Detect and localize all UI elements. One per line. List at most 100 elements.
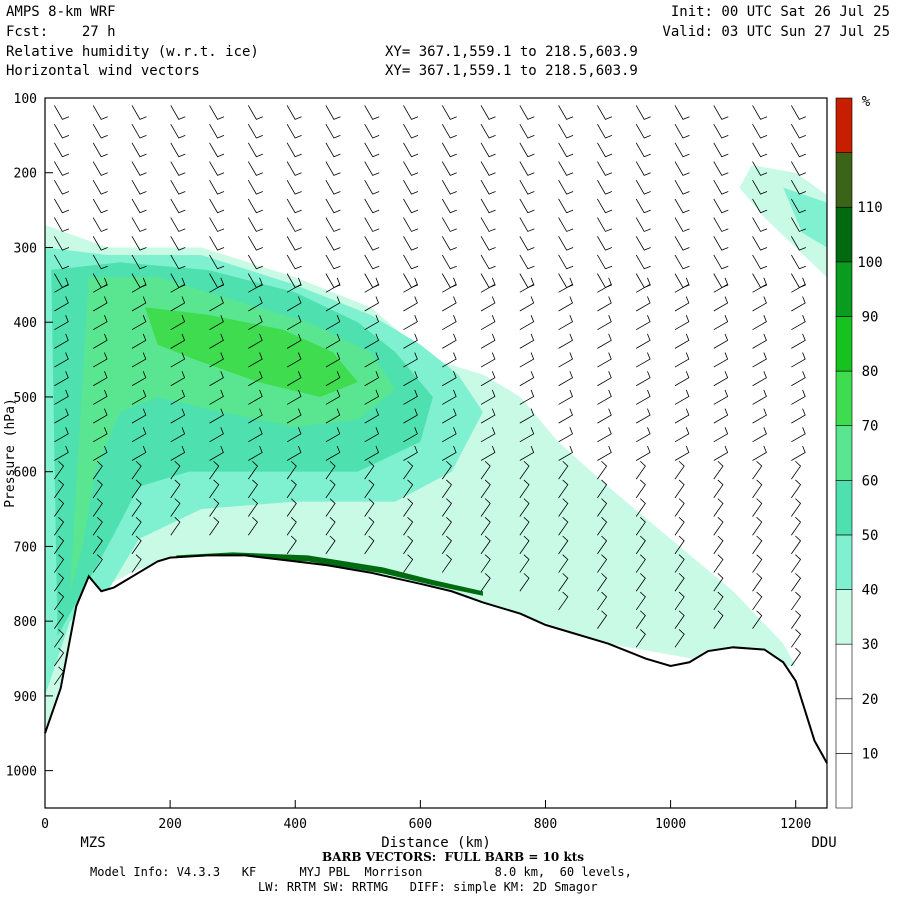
wind-barb xyxy=(791,517,802,536)
wind-barb xyxy=(791,277,806,293)
wind-barb xyxy=(364,236,380,251)
wind-barb xyxy=(92,535,103,555)
wind-barb xyxy=(403,408,418,424)
wind-barb xyxy=(209,142,225,158)
wind-barb xyxy=(286,535,297,555)
wind-barb xyxy=(558,591,569,611)
wind-barb xyxy=(597,352,612,368)
wind-barb xyxy=(713,277,729,293)
wind-barb xyxy=(674,554,685,573)
wind-barb xyxy=(791,389,806,405)
wind-barb xyxy=(442,427,457,443)
wind-barb xyxy=(752,535,763,555)
wind-barb xyxy=(170,498,181,517)
wind-barb xyxy=(54,236,70,251)
wind-barb xyxy=(209,333,224,349)
wind-barb xyxy=(209,408,224,424)
rh-band-40-upper xyxy=(783,187,827,248)
wind-barb xyxy=(674,198,690,214)
wind-barb xyxy=(54,408,69,424)
wind-barb xyxy=(54,254,70,270)
wind-barb xyxy=(54,333,69,349)
wind-barb xyxy=(442,333,457,349)
y-tick-label: 600 xyxy=(14,466,37,481)
wind-barb xyxy=(248,445,263,461)
wind-barb xyxy=(247,479,259,499)
wind-barb xyxy=(558,408,573,424)
wind-barb xyxy=(674,389,690,405)
wind-barb xyxy=(480,277,496,293)
wind-barb xyxy=(131,333,147,349)
wind-barb xyxy=(131,498,142,517)
wind-barb xyxy=(752,333,767,349)
wind-barb xyxy=(54,554,65,573)
colorbar-label: 50 xyxy=(862,528,879,544)
wind-barb xyxy=(597,554,608,573)
wind-barb xyxy=(441,180,457,195)
wind-barb xyxy=(209,236,225,251)
wind-barb xyxy=(519,180,535,195)
wind-barb xyxy=(791,629,802,648)
wind-barb xyxy=(480,498,491,517)
wind-barb xyxy=(248,296,263,312)
wind-barb xyxy=(286,105,302,120)
wind-barb xyxy=(54,610,65,629)
colorbar-bin xyxy=(835,261,853,317)
y-tick-label: 300 xyxy=(14,241,37,256)
wind-barb xyxy=(597,573,608,592)
wind-barb xyxy=(403,445,418,461)
wind-barb xyxy=(674,217,690,232)
wind-barb xyxy=(325,352,341,368)
wind-barb xyxy=(170,217,186,232)
wind-barb xyxy=(364,535,375,555)
wind-barb xyxy=(403,254,419,270)
wind-barb xyxy=(403,460,414,480)
wind-barb xyxy=(403,535,414,555)
wind-barb xyxy=(791,315,806,331)
wind-barb xyxy=(480,180,496,195)
wind-barb xyxy=(558,180,574,195)
wind-barb xyxy=(558,554,569,573)
wind-barb xyxy=(635,498,646,517)
wind-barb xyxy=(558,333,573,349)
wind-barb xyxy=(791,333,806,349)
wind-barb xyxy=(403,517,414,536)
wind-barb xyxy=(170,296,186,312)
wind-barb xyxy=(131,517,142,536)
wind-barb xyxy=(325,535,336,555)
wind-barb xyxy=(519,517,530,536)
wind-barb xyxy=(713,408,729,424)
wind-barb xyxy=(247,460,259,480)
colorbar-bin xyxy=(835,152,853,208)
wind-barb xyxy=(713,460,724,480)
wind-barb xyxy=(364,498,375,517)
wind-barb xyxy=(442,296,457,312)
wind-barb xyxy=(286,517,297,536)
wind-barb xyxy=(247,180,263,195)
wind-barb xyxy=(131,352,147,368)
wind-barb xyxy=(286,180,302,195)
wind-barb xyxy=(364,142,380,158)
wind-barb xyxy=(635,573,646,592)
wind-barb xyxy=(364,180,380,195)
wind-barb xyxy=(364,315,380,331)
wind-barb xyxy=(364,445,380,461)
wind-barb xyxy=(248,371,263,387)
wind-barb xyxy=(248,389,263,405)
wind-barb xyxy=(209,498,220,517)
plot-frame xyxy=(44,97,828,809)
wind-barb xyxy=(597,408,612,424)
wind-barb xyxy=(131,460,142,480)
wind-barb xyxy=(364,277,380,293)
wind-barb xyxy=(519,408,535,424)
wind-barb xyxy=(403,180,419,195)
barb-note: BARB VECTORS: FULL BARB = 10 kts xyxy=(322,850,585,864)
colorbar-bin xyxy=(835,698,853,754)
colorbar-bin xyxy=(835,316,853,372)
wind-barb xyxy=(170,352,186,368)
wind-barb xyxy=(54,591,65,611)
wind-barb xyxy=(635,277,651,293)
wind-barb xyxy=(325,517,336,536)
wind-barb xyxy=(131,236,147,251)
wind-barb xyxy=(635,445,651,461)
